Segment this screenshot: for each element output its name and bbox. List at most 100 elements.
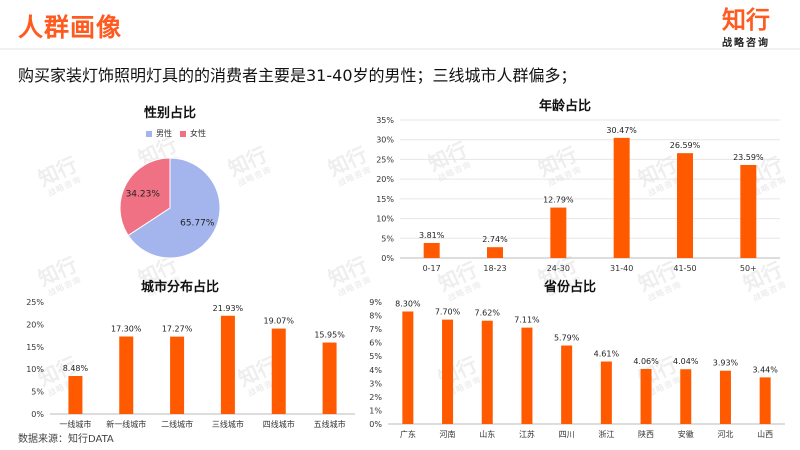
bar-value-label: 3.44%: [752, 365, 778, 374]
city-chart-title: 城市分布占比: [140, 280, 219, 295]
bar-value-label: 23.59%: [733, 153, 764, 162]
y-tick-label: 25%: [376, 155, 394, 164]
watermark-main: 知行: [34, 152, 81, 191]
x-tick-label: 新一线城市: [106, 419, 146, 429]
y-tick-label: 8%: [369, 312, 382, 321]
bar-value-label: 4.06%: [633, 357, 659, 366]
watermark-sub: 战略咨询: [336, 164, 373, 189]
bar: [481, 320, 493, 424]
gender-pie-chart: 65.77% 34.23%: [119, 157, 221, 259]
x-tick-label: 四川: [559, 430, 575, 439]
data-source-note: 数据来源：知行DATA: [18, 434, 114, 445]
bar-value-label: 17.27%: [162, 325, 193, 334]
y-tick-label: 0%: [31, 410, 44, 419]
bar: [271, 328, 286, 414]
logo-sub-text: 战略咨询: [722, 38, 770, 49]
legend-label-female: 女性: [190, 129, 206, 138]
bar-value-label: 3.81%: [419, 231, 445, 240]
x-tick-label: 山西: [757, 429, 773, 439]
y-tick-label: 1%: [369, 406, 382, 415]
x-tick-label: 五线城市: [314, 419, 346, 429]
province-chart-title: 省份占比: [543, 280, 596, 295]
title-divider: [0, 48, 800, 50]
y-tick-label: 3%: [369, 379, 382, 388]
y-tick-label: 4%: [369, 366, 382, 375]
bar: [423, 242, 440, 258]
bar: [442, 319, 454, 424]
bar: [521, 327, 533, 424]
y-tick-label: 5%: [31, 388, 44, 397]
bar: [759, 377, 771, 424]
watermark-sub: 战略咨询: [46, 174, 83, 199]
y-tick-label: 6%: [369, 339, 382, 348]
watermark: 知行战略咨询: [324, 142, 375, 190]
watermark: 知行战略咨询: [224, 142, 275, 190]
gender-legend: 男性 女性: [146, 128, 206, 139]
pie-value-label: 34.23%: [126, 189, 161, 199]
pie-slice-male: [127, 157, 221, 259]
x-tick-label: 一线城市: [59, 419, 91, 429]
bar-value-label: 8.48%: [63, 364, 89, 373]
bar-value-label: 3.93%: [713, 359, 739, 368]
logo-main-text: 知行: [722, 6, 770, 34]
legend-swatch-female: [180, 130, 186, 137]
watermark-main: 知行: [224, 142, 271, 181]
watermark: 知行战略咨询: [34, 252, 85, 300]
legend-label-male: 男性: [156, 129, 172, 138]
x-tick-label: 河南: [440, 429, 456, 439]
x-tick-label: 江苏: [519, 429, 535, 439]
bar: [613, 137, 630, 258]
bar-value-label: 7.62%: [475, 309, 501, 318]
summary-text: 购买家装灯饰照明灯具的的消费者主要是31-40岁的男性；三线城市人群偏多；: [18, 66, 577, 85]
y-tick-label: 9%: [369, 298, 382, 307]
bar: [487, 247, 503, 258]
x-tick-label: 0-17: [423, 264, 441, 273]
bar-value-label: 12.79%: [543, 196, 574, 205]
page-title: 人群画像: [18, 13, 123, 42]
y-tick-label: 20%: [376, 175, 394, 184]
y-tick-label: 15%: [26, 343, 44, 352]
watermark-sub: 战略咨询: [236, 164, 273, 189]
x-tick-label: 三线城市: [212, 419, 244, 429]
bar-value-label: 7.11%: [514, 316, 540, 325]
x-tick-label: 河北: [717, 429, 733, 439]
bar-value-label: 7.70%: [435, 308, 461, 317]
x-tick-label: 陕西: [638, 429, 654, 439]
y-tick-label: 25%: [26, 298, 44, 307]
bar: [68, 376, 83, 414]
age-chart-title: 年龄占比: [538, 99, 591, 114]
y-tick-label: 35%: [376, 116, 394, 125]
bar: [740, 164, 757, 258]
bar: [680, 369, 692, 424]
y-tick-label: 20%: [26, 320, 44, 329]
y-tick-label: 10%: [26, 365, 44, 374]
bar: [600, 361, 612, 424]
watermark: 知行战略咨询: [34, 152, 85, 200]
gender-chart-title: 性别占比: [143, 106, 196, 121]
x-tick-label: 18-23: [483, 264, 506, 273]
y-tick-label: 30%: [376, 136, 394, 145]
bar: [640, 368, 652, 424]
bar-value-label: 5.79%: [554, 334, 580, 343]
bar-value-label: 15.95%: [314, 331, 345, 340]
bar-value-label: 21.93%: [213, 304, 244, 313]
x-tick-label: 广东: [400, 429, 416, 439]
y-tick-label: 10%: [376, 215, 394, 224]
city-bar-chart: 0% 5% 10% 15% 20% 25% 8.48% 一线城市 17.30% 新一线城市 17.2…: [26, 298, 355, 429]
bar: [719, 370, 731, 424]
bar-value-label: 30.47%: [606, 126, 637, 135]
watermark-main: 知行: [324, 252, 371, 291]
bar-value-label: 26.59%: [670, 141, 701, 150]
bar-value-label: 4.04%: [673, 357, 699, 366]
y-tick-label: 15%: [376, 195, 394, 204]
watermark: 知行战略咨询: [324, 252, 375, 300]
x-tick-label: 四线城市: [263, 419, 295, 429]
bar: [550, 207, 567, 258]
x-tick-label: 二线城市: [161, 419, 193, 429]
legend-swatch-male: [146, 130, 152, 137]
x-tick-label: 山东: [479, 429, 495, 439]
bar: [119, 336, 134, 414]
bar-value-label: 19.07%: [263, 317, 294, 326]
province-bar-chart: 0% 1% 2% 3% 4% 5% 6% 7% 8% 9% 8.30% 广东 7.70% 河南 7.62% 山…: [369, 298, 785, 439]
y-tick-label: 5%: [369, 352, 382, 361]
